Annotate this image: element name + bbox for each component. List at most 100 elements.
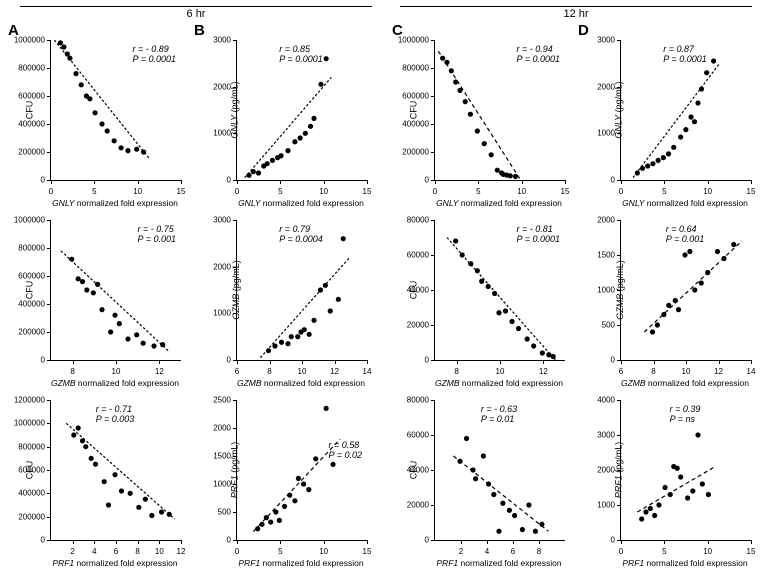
xtick-label: 0 xyxy=(49,187,53,196)
plot-B0: 0100020003000051015GNLY (pg/mL)GNLY norm… xyxy=(236,40,366,180)
xtick-label: 4 xyxy=(92,547,96,556)
xlabel: PRF1 normalized fold expression xyxy=(436,558,561,568)
xtick-label: 2 xyxy=(459,547,463,556)
ytick-label: 400000 xyxy=(18,300,45,309)
ytick-label: 0 xyxy=(611,356,615,365)
ylabel: CFU xyxy=(24,281,34,300)
ytick-label: 1200000 xyxy=(14,396,45,405)
ytick-label: 800000 xyxy=(18,244,45,253)
xtick-label: 5 xyxy=(476,187,480,196)
ytick-label: 400000 xyxy=(18,489,45,498)
xtick-label: 5 xyxy=(662,187,666,196)
plot-B1: 010002000300068101214GZMB (pg/mL)GZMB no… xyxy=(236,220,366,360)
ytick-label: 1000000 xyxy=(14,419,45,428)
plot-C0: 02000004000006000008000001000000051015CF… xyxy=(434,40,564,180)
ytick-label: 2000 xyxy=(213,82,231,91)
ytick-label: 0 xyxy=(611,176,615,185)
xlabel: GNLY normalized fold expression xyxy=(622,198,748,208)
xtick-label: 10 xyxy=(155,547,164,556)
xtick-label: 12 xyxy=(155,367,164,376)
panel-letter-D: D xyxy=(578,22,589,39)
xtick-label: 14 xyxy=(363,367,372,376)
xtick-label: 4 xyxy=(485,547,489,556)
ytick-label: 2000 xyxy=(213,424,231,433)
xtick-label: 12 xyxy=(177,547,186,556)
xtick-label: 5 xyxy=(92,187,96,196)
xtick-label: 0 xyxy=(619,547,623,556)
time-bar-6hr xyxy=(20,6,372,7)
ytick-label: 0 xyxy=(611,536,615,545)
ytick-label: 0 xyxy=(425,356,429,365)
plot-svg xyxy=(236,400,366,540)
ytick-label: 4000 xyxy=(597,396,615,405)
ytick-label: 80000 xyxy=(407,216,429,225)
plot-A2: 0200000400000600000800000100000012000002… xyxy=(50,400,180,540)
ytick-label: 1000000 xyxy=(398,36,429,45)
xtick-label: 0 xyxy=(235,547,239,556)
xlabel: GZMB normalized fold expression xyxy=(237,378,365,388)
plot-B2: 05001000150020002500051015PRF1 (pg/mL)PR… xyxy=(236,400,366,540)
plot-svg xyxy=(620,400,750,540)
plot-D0: 0100020003000051015GNLY (pg/mL)GNLY norm… xyxy=(620,40,750,180)
ytick-label: 60000 xyxy=(407,251,429,260)
time-label-6hr: 6 hr xyxy=(183,8,210,20)
ytick-label: 0 xyxy=(425,176,429,185)
xtick-label: 15 xyxy=(363,547,372,556)
xtick-label: 10 xyxy=(682,367,691,376)
xlabel: GNLY normalized fold expression xyxy=(436,198,562,208)
xlabel: PRF1 normalized fold expression xyxy=(52,558,177,568)
xtick-label: 10 xyxy=(133,187,142,196)
xtick-label: 10 xyxy=(703,187,712,196)
xtick-label: 15 xyxy=(747,187,756,196)
xtick-label: 15 xyxy=(177,187,186,196)
xlabel: PRF1 normalized fold expression xyxy=(238,558,363,568)
plot-svg xyxy=(434,40,564,180)
xtick-label: 8 xyxy=(267,367,271,376)
ytick-label: 1000 xyxy=(213,129,231,138)
xtick-label: 5 xyxy=(662,547,666,556)
xtick-label: 12 xyxy=(330,367,339,376)
ytick-label: 60000 xyxy=(407,431,429,440)
ytick-label: 2000 xyxy=(597,82,615,91)
ytick-label: 3000 xyxy=(597,36,615,45)
plot-A0: 02000004000006000008000001000000051015CF… xyxy=(50,40,180,180)
ytick-label: 1000 xyxy=(597,129,615,138)
plot-svg xyxy=(50,220,180,360)
xtick-label: 10 xyxy=(703,547,712,556)
xlabel: GZMB normalized fold expression xyxy=(51,378,179,388)
xtick-label: 6 xyxy=(235,367,239,376)
time-label-12hr: 12 hr xyxy=(559,8,592,20)
xtick-label: 10 xyxy=(496,367,505,376)
xtick-label: 10 xyxy=(298,367,307,376)
xtick-label: 6 xyxy=(511,547,515,556)
ytick-label: 200000 xyxy=(18,512,45,521)
plot-svg xyxy=(620,40,750,180)
plot-svg xyxy=(434,220,564,360)
column-B: B0100020003000051015GNLY (pg/mL)GNLY nor… xyxy=(198,30,378,560)
xtick-label: 8 xyxy=(135,547,139,556)
xlabel: GZMB normalized fold expression xyxy=(435,378,563,388)
ytick-label: 0 xyxy=(41,536,45,545)
ytick-label: 2000 xyxy=(597,216,615,225)
xtick-label: 10 xyxy=(319,547,328,556)
time-bar-12hr xyxy=(400,6,752,7)
plot-D2: 01000200030004000051015PRF1 (pg/mL)PRF1 … xyxy=(620,400,750,540)
plot-C2: 0200004000060000800002468CFUPRF1 normali… xyxy=(434,400,564,540)
plot-A1: 0200000400000600000800000100000081012CFU… xyxy=(50,220,180,360)
ytick-label: 600000 xyxy=(18,92,45,101)
ylabel: CFU xyxy=(408,281,418,300)
ytick-label: 0 xyxy=(227,356,231,365)
plot-C1: 02000040000600008000081012CFUGZMB normal… xyxy=(434,220,564,360)
ytick-label: 1000000 xyxy=(14,36,45,45)
ylabel: CFU xyxy=(24,101,34,120)
ytick-label: 600000 xyxy=(18,272,45,281)
ytick-label: 200000 xyxy=(402,148,429,157)
ylabel: CFU xyxy=(24,461,34,480)
figure-root: 6 hr 12 hr A0200000400000600000800000100… xyxy=(0,0,768,569)
xtick-label: 5 xyxy=(278,547,282,556)
ytick-label: 400000 xyxy=(402,120,429,129)
ytick-label: 20000 xyxy=(407,501,429,510)
plot-svg xyxy=(620,220,750,360)
xtick-label: 8 xyxy=(70,367,74,376)
plot-svg xyxy=(434,400,564,540)
